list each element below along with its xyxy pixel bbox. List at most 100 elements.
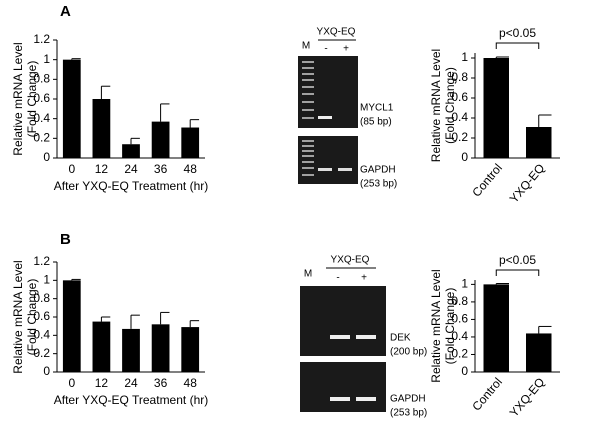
y-tick-label: 0.2 bbox=[33, 131, 50, 145]
bar bbox=[526, 333, 552, 372]
ladder bbox=[302, 140, 314, 176]
panel-label: A bbox=[60, 3, 71, 20]
bar bbox=[181, 127, 200, 158]
x-tick-label: Control bbox=[469, 375, 505, 414]
bar bbox=[181, 327, 200, 372]
gel-size: (253 bp) bbox=[360, 179, 397, 190]
y-tick-label: 1 bbox=[461, 50, 468, 64]
gel-size: (253 bp) bbox=[390, 408, 427, 419]
significance-bracket bbox=[495, 42, 540, 49]
y-tick-label: 0.2 bbox=[33, 346, 50, 360]
gel-image bbox=[300, 362, 386, 412]
x-tick-label: 0 bbox=[68, 162, 75, 176]
x-axis-label: After YXQ-EQ Treatment (hr) bbox=[54, 393, 209, 407]
x-tick-label: YXQ-EQ bbox=[507, 375, 548, 420]
panel-label: B bbox=[60, 231, 71, 248]
bar bbox=[526, 127, 552, 158]
x-tick-label: Control bbox=[469, 161, 505, 200]
gel-treatment: YXQ-EQ bbox=[331, 255, 370, 266]
bar bbox=[151, 324, 170, 372]
y-tick-label: 1 bbox=[43, 52, 50, 66]
y-tick-label: 0.8 bbox=[451, 70, 468, 84]
x-tick-label: 48 bbox=[184, 376, 198, 390]
y-tick-label: 0 bbox=[43, 150, 50, 164]
gel-band bbox=[338, 168, 352, 171]
y-tick-label: 0.8 bbox=[33, 72, 50, 86]
y-tick-label: 0.6 bbox=[451, 312, 468, 326]
y-tick-label: 0.6 bbox=[33, 309, 50, 323]
y-tick-label: 1.2 bbox=[33, 254, 50, 268]
gel-gene: GAPDH bbox=[360, 165, 396, 176]
y-tick-label: 0.6 bbox=[33, 91, 50, 105]
y-tick-label: 0.6 bbox=[451, 90, 468, 104]
gel-image bbox=[298, 136, 358, 184]
x-tick-label: 24 bbox=[124, 376, 138, 390]
x-tick-label: YXQ-EQ bbox=[507, 161, 548, 206]
y-tick-label: 0.2 bbox=[451, 347, 468, 361]
gel-marker: M bbox=[302, 41, 310, 52]
gel-size: (85 bp) bbox=[360, 117, 392, 128]
gel-b: M YXQ-EQ - + DEK (200 bp) GAPDH (253 bp) bbox=[300, 255, 427, 419]
y-axis-label: (Fold Change) bbox=[443, 288, 457, 365]
y-tick-label: 0.8 bbox=[451, 294, 468, 308]
y-tick-label: 0.4 bbox=[451, 329, 468, 343]
gel-gene: GAPDH bbox=[390, 394, 426, 405]
gel-band bbox=[318, 168, 332, 171]
gel-treatment: YXQ-EQ bbox=[317, 27, 356, 38]
gel-band bbox=[330, 397, 350, 401]
x-tick-label: 36 bbox=[154, 376, 168, 390]
y-tick-label: 1 bbox=[461, 277, 468, 291]
bar bbox=[122, 328, 140, 372]
y-axis-label: (Fold Change) bbox=[25, 279, 39, 356]
gel-marker: M bbox=[304, 269, 312, 280]
bar bbox=[62, 280, 81, 372]
y-tick-label: 1.2 bbox=[33, 32, 50, 46]
y-axis-label: Relative mRNA Level bbox=[429, 49, 443, 162]
x-tick-label: 12 bbox=[95, 376, 109, 390]
gel-image bbox=[300, 286, 386, 356]
y-tick-label: 0 bbox=[461, 150, 468, 164]
bar bbox=[122, 144, 140, 158]
y-tick-label: 0.8 bbox=[33, 291, 50, 305]
y-axis-label: Relative mRNA Level bbox=[11, 260, 25, 373]
y-tick-label: 0 bbox=[43, 364, 50, 378]
y-tick-label: 0 bbox=[461, 364, 468, 378]
y-axis-label: (Fold Change) bbox=[443, 67, 457, 144]
annotation: p<0.05 bbox=[499, 253, 536, 267]
gel-band bbox=[330, 335, 350, 339]
gel-lane: + bbox=[343, 44, 349, 55]
ladder bbox=[302, 61, 314, 119]
gel-gene: DEK bbox=[390, 333, 411, 344]
bar bbox=[151, 121, 170, 158]
x-axis-label: After YXQ-EQ Treatment (hr) bbox=[54, 179, 209, 193]
significance-bracket bbox=[495, 269, 540, 276]
gel-band bbox=[318, 116, 332, 119]
gel-lane: + bbox=[361, 273, 367, 284]
gel-lane: - bbox=[336, 273, 339, 284]
x-tick-label: 48 bbox=[184, 162, 198, 176]
gel-a: M YXQ-EQ - + MYCL1 (85 bp) GAPDH (253 bp… bbox=[298, 27, 397, 190]
bar bbox=[92, 99, 111, 158]
bar bbox=[62, 59, 81, 158]
y-tick-label: 0.4 bbox=[33, 111, 50, 125]
y-tick-label: 1 bbox=[43, 273, 50, 287]
gel-band bbox=[356, 335, 376, 339]
x-tick-label: 24 bbox=[124, 162, 138, 176]
gel-lane: - bbox=[324, 44, 327, 55]
y-tick-label: 0.4 bbox=[451, 110, 468, 124]
bar bbox=[483, 58, 509, 158]
gel-size: (200 bp) bbox=[390, 347, 427, 358]
x-tick-label: 0 bbox=[68, 376, 75, 390]
y-axis-label: Relative mRNA Level bbox=[429, 269, 443, 382]
gel-gene: MYCL1 bbox=[360, 103, 394, 114]
bar bbox=[483, 284, 509, 372]
bar bbox=[92, 321, 111, 372]
y-axis-label: (Fold Change) bbox=[25, 61, 39, 138]
annotation: p<0.05 bbox=[499, 26, 536, 40]
y-tick-label: 0.4 bbox=[33, 328, 50, 342]
gel-band bbox=[356, 397, 376, 401]
y-tick-label: 0.2 bbox=[451, 130, 468, 144]
x-tick-label: 12 bbox=[95, 162, 109, 176]
y-axis-label: Relative mRNA Level bbox=[11, 42, 25, 155]
